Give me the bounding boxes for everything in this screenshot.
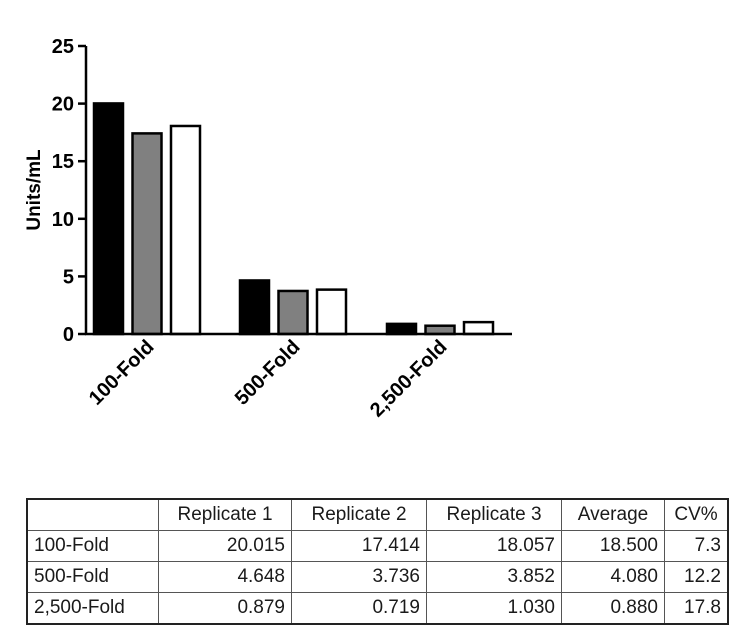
data-table: Replicate 1 Replicate 2 Replicate 3 Aver… (26, 498, 729, 625)
table-cell: 17.8 (664, 592, 728, 624)
bar (462, 320, 495, 336)
table-cell: 0.879 (158, 592, 292, 624)
table-cell: 3.852 (426, 561, 562, 593)
table-cell: 7.3 (664, 530, 728, 562)
x-tick-label: 2,500-Fold (366, 336, 452, 422)
bar (277, 289, 309, 336)
table-cell: 0.880 (561, 592, 665, 624)
table-cell: 4.080 (561, 561, 665, 593)
bar (385, 322, 418, 336)
table-cell: 17.414 (291, 530, 427, 562)
bar (238, 279, 271, 336)
bar (169, 124, 202, 336)
row-label: 100-Fold (27, 530, 159, 562)
y-tick-label: 25 (52, 36, 74, 58)
table-header-cell: Replicate 1 (158, 499, 292, 531)
y-tick-label: 20 (52, 94, 74, 116)
table-cell: 4.648 (158, 561, 292, 593)
x-axis: 100-Fold 500-Fold 2,500-Fold (85, 332, 512, 422)
table-header-cell: CV% (664, 499, 728, 531)
table-header-row: Replicate 1 Replicate 2 Replicate 3 Aver… (27, 499, 728, 531)
y-axis: 0 5 10 15 20 25 (52, 36, 88, 346)
table-cell: 12.2 (664, 561, 728, 593)
table-header-cell: Replicate 3 (426, 499, 562, 531)
y-axis-label: Units/mL (24, 149, 45, 231)
y-tick-label: 15 (52, 151, 74, 173)
row-label: 500-Fold (27, 561, 159, 593)
bar (92, 102, 125, 336)
table-header-cell (27, 499, 159, 531)
bar (131, 132, 163, 336)
bar (315, 288, 348, 336)
table-cell: 0.719 (291, 592, 427, 624)
table-header-cell: Average (561, 499, 665, 531)
x-tick-label: 100-Fold (85, 336, 159, 410)
bars (92, 102, 495, 336)
bar-chart: 0 5 10 15 20 25 100-Fold 500-Fold 2,500-Fold Un… (24, 36, 512, 422)
table-header-cell: Replicate 2 (291, 499, 427, 531)
table-row: 2,500-Fold 0.879 0.719 1.030 0.880 17.8 (27, 592, 728, 624)
table-cell: 18.500 (561, 530, 665, 562)
y-tick-label: 0 (63, 324, 74, 346)
table-cell: 18.057 (426, 530, 562, 562)
table-cell: 3.736 (291, 561, 427, 593)
table-cell: 20.015 (158, 530, 292, 562)
table-row: 500-Fold 4.648 3.736 3.852 4.080 12.2 (27, 561, 728, 593)
table-row: 100-Fold 20.015 17.414 18.057 18.500 7.3 (27, 530, 728, 562)
y-tick-label: 10 (52, 209, 74, 231)
y-tick-label: 5 (63, 266, 74, 288)
row-label: 2,500-Fold (27, 592, 159, 624)
x-tick-label: 500-Fold (231, 336, 305, 410)
table-cell: 1.030 (426, 592, 562, 624)
